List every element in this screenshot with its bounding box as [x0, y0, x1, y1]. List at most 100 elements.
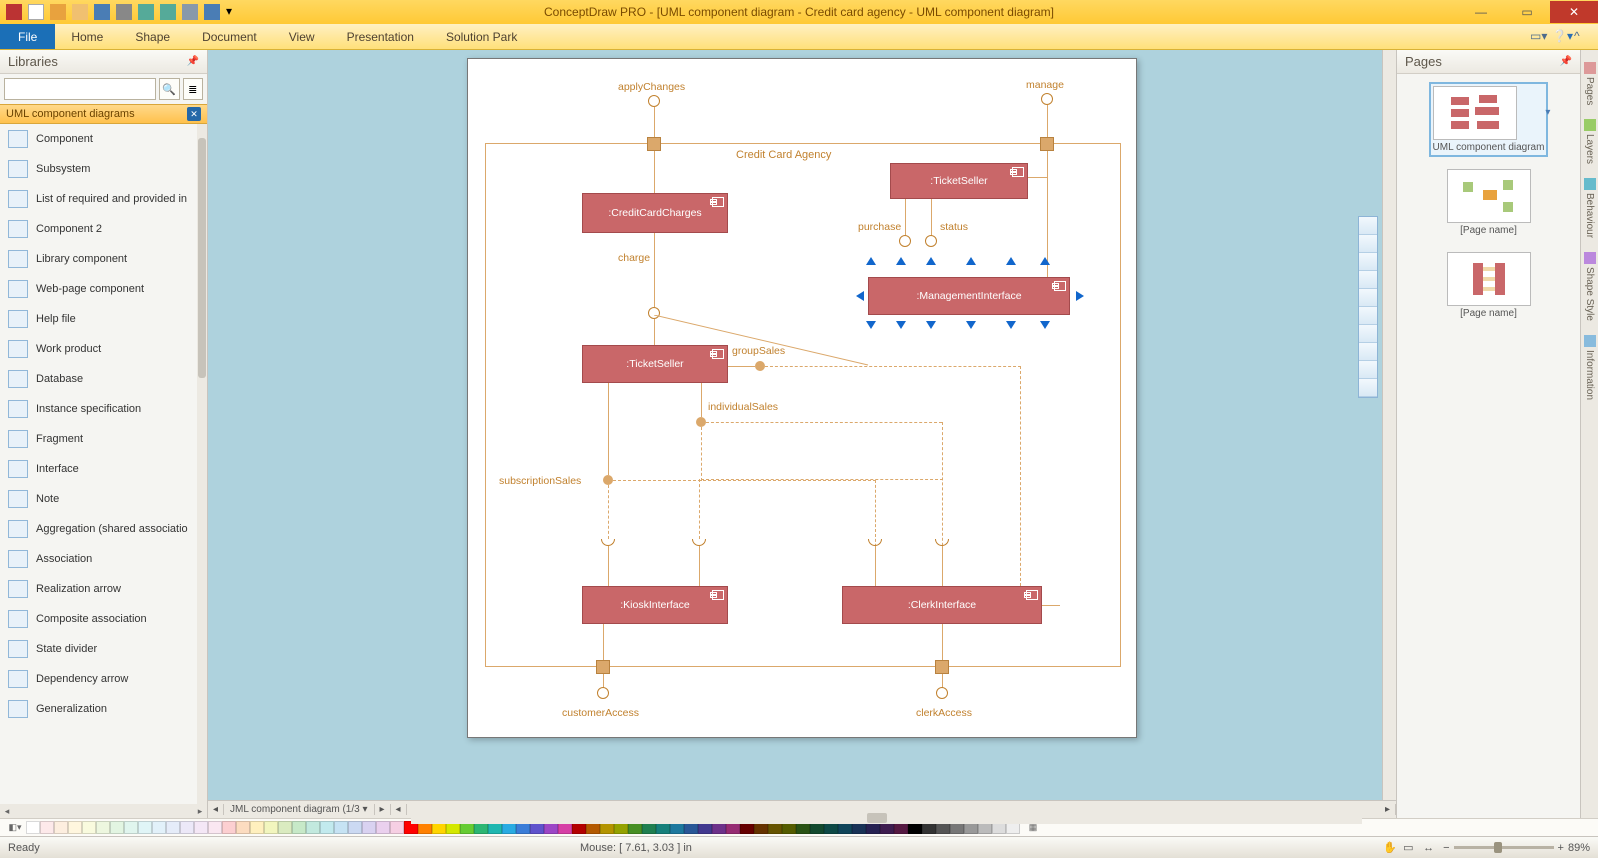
library-view-button[interactable]: ≣: [183, 78, 204, 100]
save-icon[interactable]: [94, 4, 110, 20]
library-item[interactable]: Dependency arrow: [0, 664, 207, 694]
vtab-layers[interactable]: Layers: [1583, 113, 1597, 170]
tool-icon[interactable]: [1359, 271, 1377, 289]
color-swatch[interactable]: [194, 821, 208, 834]
library-hscroll[interactable]: ◂▸: [0, 804, 207, 818]
tab-home[interactable]: Home: [55, 24, 119, 49]
library-item[interactable]: Component: [0, 124, 207, 154]
color-swatch[interactable]: [40, 821, 54, 834]
selection-handle[interactable]: [1006, 321, 1016, 329]
library-item[interactable]: Generalization: [0, 694, 207, 724]
library-item[interactable]: Library component: [0, 244, 207, 274]
page-tab-active[interactable]: JML component diagram (1/3 ▾: [224, 804, 375, 815]
diagram-page[interactable]: Credit Card Agency applyChanges manage :…: [467, 58, 1137, 738]
color-swatch[interactable]: [82, 821, 96, 834]
interface-status[interactable]: [925, 235, 937, 247]
zoom-in-icon[interactable]: +: [1558, 842, 1564, 854]
library-item[interactable]: Subsystem: [0, 154, 207, 184]
color-swatch[interactable]: [362, 821, 376, 834]
file-tab[interactable]: File: [0, 24, 55, 49]
provided-group-sales[interactable]: [755, 361, 765, 371]
library-item[interactable]: Association: [0, 544, 207, 574]
maximize-button[interactable]: ▭: [1504, 1, 1550, 23]
library-item[interactable]: List of required and provided in: [0, 184, 207, 214]
tab-shape[interactable]: Shape: [119, 24, 186, 49]
hscroll-left[interactable]: ◂: [391, 804, 407, 815]
selection-handle[interactable]: [1040, 321, 1050, 329]
vtab-pages[interactable]: Pages: [1583, 56, 1597, 111]
library-item[interactable]: Aggregation (shared associatio: [0, 514, 207, 544]
library-item[interactable]: State divider: [0, 634, 207, 664]
zoom-out-icon[interactable]: −: [1443, 842, 1449, 854]
hscroll-right[interactable]: ▸: [1380, 804, 1396, 815]
pin-icon[interactable]: 📌: [1560, 56, 1572, 67]
zoom-fit-icon[interactable]: ▭: [1403, 841, 1419, 854]
search-button[interactable]: 🔍: [159, 78, 180, 100]
pin-icon[interactable]: 📌: [187, 56, 199, 67]
tool-icon[interactable]: [1359, 235, 1377, 253]
provided-subscription-sales[interactable]: [603, 475, 613, 485]
library-item[interactable]: Help file: [0, 304, 207, 334]
palette-picker-icon[interactable]: ◧▾: [4, 821, 26, 835]
close-button[interactable]: ✕: [1550, 1, 1598, 23]
folder-icon[interactable]: [72, 4, 88, 20]
library-item[interactable]: Component 2: [0, 214, 207, 244]
provided-individual-sales[interactable]: [696, 417, 706, 427]
color-swatch[interactable]: [292, 821, 306, 834]
vtab-shape-style[interactable]: Shape Style: [1583, 246, 1597, 327]
vtab-behaviour[interactable]: Behaviour: [1583, 172, 1597, 244]
minimize-button[interactable]: —: [1458, 1, 1504, 23]
redo-icon[interactable]: [160, 4, 176, 20]
color-swatch[interactable]: [124, 821, 138, 834]
color-swatch[interactable]: [250, 821, 264, 834]
color-swatch[interactable]: [278, 821, 292, 834]
color-swatch[interactable]: [376, 821, 390, 834]
undo-icon[interactable]: [138, 4, 154, 20]
close-category-icon[interactable]: ✕: [187, 107, 201, 121]
new-icon[interactable]: [28, 4, 44, 20]
library-item[interactable]: Work product: [0, 334, 207, 364]
zoom-slider[interactable]: [1454, 846, 1554, 849]
saveall-icon[interactable]: [204, 4, 220, 20]
selection-handle[interactable]: [1076, 291, 1084, 301]
selection-handle[interactable]: [926, 257, 936, 265]
canvas-viewport[interactable]: Credit Card Agency applyChanges manage :…: [208, 50, 1396, 800]
selection-handle[interactable]: [926, 321, 936, 329]
zoom-width-icon[interactable]: ↔: [1423, 842, 1439, 854]
component-kiosk-interface[interactable]: :KioskInterface: [582, 586, 728, 624]
interface-customer-access[interactable]: [597, 687, 609, 699]
component-management-interface[interactable]: :ManagementInterface: [868, 277, 1070, 315]
color-swatch[interactable]: [208, 821, 222, 834]
print-icon[interactable]: [182, 4, 198, 20]
open-icon[interactable]: [50, 4, 66, 20]
tab-next[interactable]: ▸: [375, 804, 391, 815]
tool-icon[interactable]: [1359, 253, 1377, 271]
selection-handle[interactable]: [896, 257, 906, 265]
library-scrollbar[interactable]: [197, 124, 207, 804]
library-search-input[interactable]: [4, 78, 156, 100]
selection-handle[interactable]: [896, 321, 906, 329]
hand-tool-icon[interactable]: ✋: [1383, 841, 1399, 854]
library-item[interactable]: Composite association: [0, 604, 207, 634]
zoom-value[interactable]: 89%: [1568, 842, 1590, 854]
tool-icon[interactable]: [1359, 343, 1377, 361]
interface-clerk-access[interactable]: [936, 687, 948, 699]
tab-view[interactable]: View: [273, 24, 331, 49]
selection-handle[interactable]: [966, 321, 976, 329]
selection-handle[interactable]: [966, 257, 976, 265]
color-swatch[interactable]: [334, 821, 348, 834]
library-category[interactable]: UML component diagrams ✕: [0, 104, 207, 124]
qat-chevron-icon[interactable]: ▾: [226, 4, 236, 20]
port-customer-access[interactable]: [596, 660, 610, 674]
color-swatch[interactable]: [348, 821, 362, 834]
selection-handle[interactable]: [1040, 257, 1050, 265]
port-apply-changes[interactable]: [647, 137, 661, 151]
color-swatch[interactable]: [152, 821, 166, 834]
canvas-vscrollbar[interactable]: [1382, 50, 1396, 800]
tool-icon[interactable]: [1359, 325, 1377, 343]
color-swatch[interactable]: [68, 821, 82, 834]
interface-manage[interactable]: [1041, 93, 1053, 105]
interface-purchase[interactable]: [899, 235, 911, 247]
selection-handle[interactable]: [1006, 257, 1016, 265]
tab-solution-park[interactable]: Solution Park: [430, 24, 533, 49]
